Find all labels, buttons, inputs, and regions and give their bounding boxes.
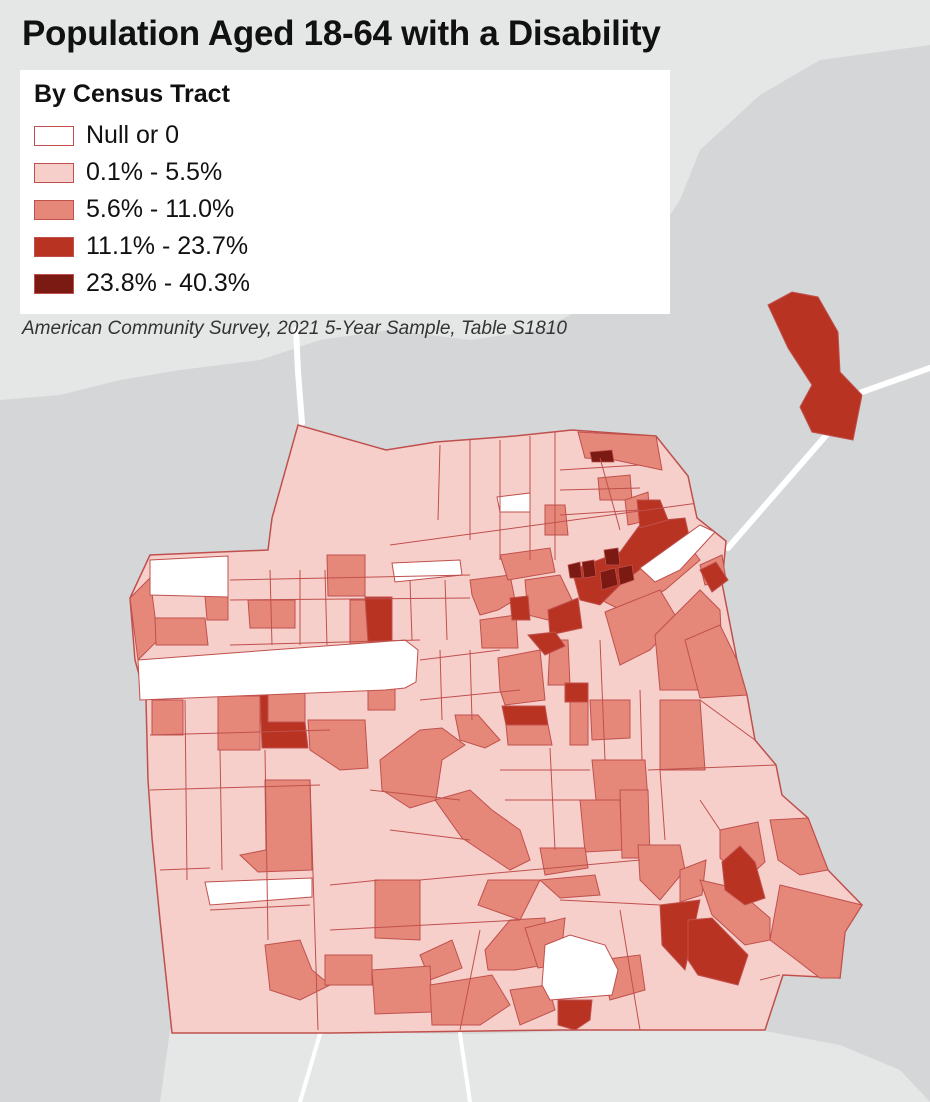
legend-swatch: [34, 125, 74, 146]
presidio-tract: [149, 555, 229, 598]
legend-label: 23.8% - 40.3%: [86, 269, 250, 297]
legend-label: Null or 0: [86, 121, 180, 149]
legend-row-null: Null or 0: [34, 117, 656, 154]
legend-label: 5.6% - 11.0%: [86, 195, 235, 223]
source-note: American Community Survey, 2021 5-Year S…: [22, 318, 567, 339]
legend-swatch: [34, 273, 74, 294]
legend: By Census Tract Null or 0 0.1% - 5.5% 5.…: [20, 70, 670, 314]
golden-gate-road: [293, 327, 305, 426]
legend-label: 0.1% - 5.5%: [86, 158, 223, 186]
treasure-island: [767, 291, 863, 441]
legend-row-class-4: 23.8% - 40.3%: [34, 265, 656, 302]
tracts-class-4: [259, 291, 863, 1031]
legend-row-class-3: 11.1% - 23.7%: [34, 228, 656, 265]
legend-label: 11.1% - 23.7%: [86, 232, 249, 260]
tract-boundaries: [149, 432, 781, 1031]
southern-road-2: [298, 1032, 322, 1102]
tracts-null: [137, 492, 716, 1001]
map-title: Population Aged 18-64 with a Disability: [22, 14, 661, 53]
legend-title: By Census Tract: [34, 80, 230, 108]
legend-row-class-2: 5.6% - 11.0%: [34, 191, 656, 228]
legend-row-class-1: 0.1% - 5.5%: [34, 154, 656, 191]
tracts-class-5: [567, 449, 635, 591]
legend-swatch: [34, 236, 74, 257]
southern-road: [458, 1032, 472, 1102]
legend-swatch: [34, 199, 74, 220]
golden-gate-park: [137, 639, 419, 701]
legend-swatch: [34, 162, 74, 183]
